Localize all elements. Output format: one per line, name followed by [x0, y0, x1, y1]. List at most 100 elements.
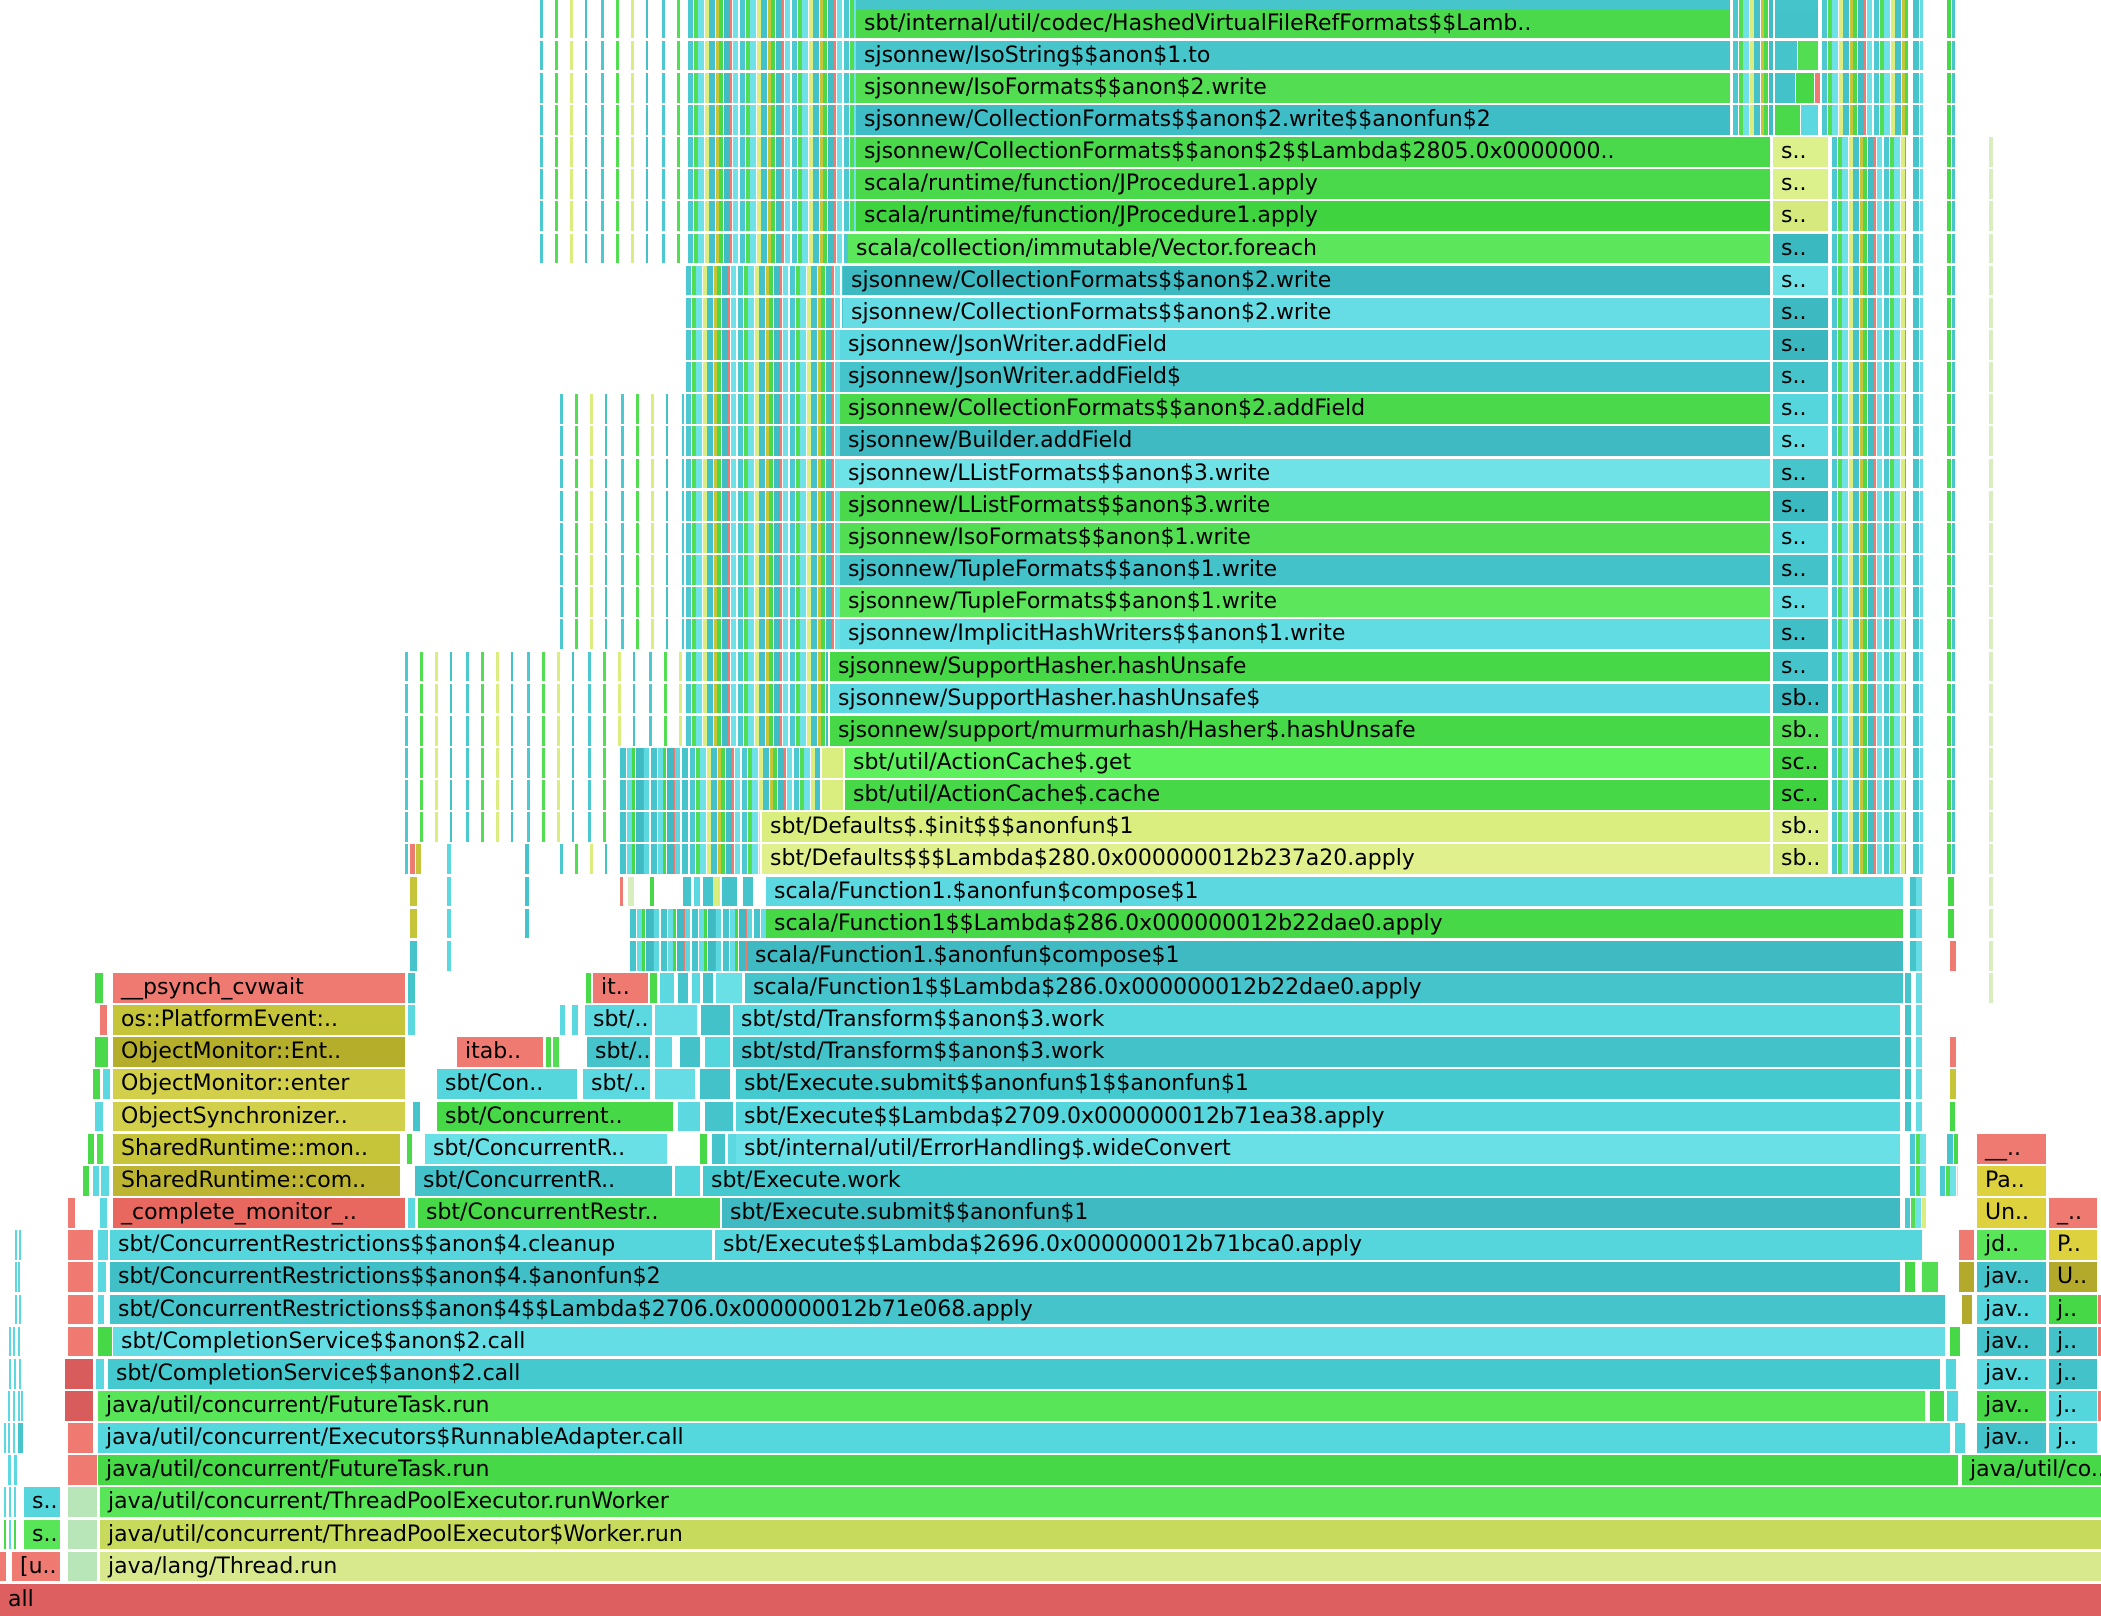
- frame[interactable]: s..: [1773, 265, 1828, 296]
- frame[interactable]: sjsonnew/CollectionFormats$$anon$2.write: [843, 265, 1770, 296]
- frame[interactable]: sjsonnew/IsoFormats$$anon$1.write: [840, 522, 1770, 553]
- frame[interactable]: sbt/Defaults$.$init$$$anonfun$1: [762, 812, 1770, 843]
- frame[interactable]: sb..: [1773, 715, 1828, 746]
- frame[interactable]: j..: [2049, 1390, 2097, 1421]
- frame[interactable]: sbt/Execute$$Lambda$2696.0x000000012b71b…: [715, 1230, 1922, 1260]
- frame[interactable]: s..: [1773, 362, 1828, 392]
- frame[interactable]: jav..: [1977, 1262, 2046, 1293]
- frame[interactable]: java/util/concurrent/FutureTask.run: [98, 1455, 1958, 1486]
- frame[interactable]: s..: [24, 1487, 60, 1518]
- frame[interactable]: j..: [2049, 1423, 2097, 1453]
- frame[interactable]: java/util/concurrent/ThreadPoolExecutor.…: [100, 1487, 2101, 1518]
- frame[interactable]: sc..: [1773, 780, 1828, 810]
- frame[interactable]: sjsonnew/TupleFormats$$anon$1.write: [840, 587, 1770, 617]
- frame[interactable]: s..: [1773, 651, 1828, 682]
- frame[interactable]: sbt/ConcurrentRestrictions$$anon$4.clean…: [110, 1230, 712, 1260]
- frame[interactable]: sb..: [1773, 812, 1828, 843]
- frame[interactable]: s..: [1773, 522, 1828, 553]
- frame[interactable]: sbt/internal/util/ErrorHandling$.wideCon…: [736, 1133, 1900, 1164]
- frame[interactable]: jav..: [1977, 1294, 2046, 1325]
- frame[interactable]: s..: [1773, 330, 1828, 360]
- frame[interactable]: s..: [24, 1519, 60, 1550]
- frame[interactable]: scala/collection/immutable/Vector.foreac…: [848, 233, 1770, 264]
- frame[interactable]: sbt/ConcurrentRestr..: [418, 1198, 720, 1228]
- frame[interactable]: all: [0, 1583, 2101, 1616]
- frame[interactable]: sbt/ConcurrentRestrictions$$anon$4.$anon…: [110, 1262, 1900, 1293]
- frame[interactable]: ObjectSynchronizer..: [113, 1101, 405, 1132]
- frame[interactable]: sjsonnew/Builder.addField: [840, 426, 1770, 457]
- frame[interactable]: sbt/util/ActionCache$.cache: [845, 780, 1770, 810]
- frame[interactable]: jd..: [1977, 1230, 2046, 1260]
- frame[interactable]: jav..: [1977, 1390, 2046, 1421]
- frame[interactable]: scala/runtime/function/JProcedure1.apply: [856, 201, 1770, 232]
- frame[interactable]: sbt/..: [585, 1005, 652, 1035]
- frame[interactable]: s..: [1773, 137, 1828, 167]
- frame[interactable]: s..: [1773, 458, 1828, 489]
- frame[interactable]: Un..: [1977, 1198, 2046, 1228]
- frame[interactable]: s..: [1773, 619, 1828, 650]
- frame[interactable]: sjsonnew/JsonWriter.addField$: [840, 362, 1770, 392]
- frame[interactable]: sbt/util/ActionCache$.get: [845, 747, 1770, 778]
- frame[interactable]: SharedRuntime::mon..: [113, 1133, 400, 1164]
- frame[interactable]: java/util/concurrent/FutureTask.run: [98, 1390, 1925, 1421]
- frame[interactable]: sjsonnew/LListFormats$$anon$3.write: [840, 458, 1770, 489]
- frame[interactable]: os::PlatformEvent:..: [113, 1005, 405, 1035]
- frame[interactable]: sbt/Concurrent..: [437, 1101, 673, 1132]
- frame[interactable]: java/util/concurrent/Executors$RunnableA…: [98, 1423, 1950, 1453]
- frame[interactable]: scala/Function1.$anonfun$compose$1: [766, 876, 1903, 907]
- frame[interactable]: s..: [1773, 297, 1828, 328]
- frame[interactable]: [u..: [12, 1551, 60, 1582]
- frame[interactable]: jav..: [1977, 1358, 2046, 1389]
- frame[interactable]: it..: [593, 973, 648, 1003]
- frame[interactable]: sjsonnew/CollectionFormats$$anon$2.write: [843, 297, 1770, 328]
- frame[interactable]: __psynch_cvwait: [113, 973, 405, 1003]
- frame[interactable]: s..: [1773, 490, 1828, 521]
- frame[interactable]: s..: [1773, 555, 1828, 585]
- frame[interactable]: s..: [1773, 426, 1828, 457]
- frame[interactable]: scala/Function1$$Lambda$286.0x000000012b…: [745, 973, 1903, 1003]
- frame[interactable]: java/util/co..: [1962, 1455, 2101, 1486]
- frame[interactable]: _complete_monitor_..: [113, 1198, 405, 1228]
- frame[interactable]: scala/runtime/function/JProcedure1.apply: [856, 169, 1770, 200]
- frame[interactable]: sjsonnew/IsoFormats$$anon$2.write: [856, 72, 1730, 103]
- frame[interactable]: _..: [2049, 1198, 2097, 1228]
- frame[interactable]: sjsonnew/support/murmurhash/Hasher$.hash…: [830, 715, 1770, 746]
- frame[interactable]: SharedRuntime::com..: [113, 1165, 400, 1196]
- frame[interactable]: itab..: [457, 1037, 543, 1068]
- frame[interactable]: java/lang/Thread.run: [100, 1551, 2101, 1582]
- frame[interactable]: ObjectMonitor::Ent..: [113, 1037, 405, 1068]
- frame[interactable]: sbt/internal/util/codec/HashedVirtualFil…: [856, 8, 1730, 39]
- frame[interactable]: sbt/Con..: [437, 1069, 577, 1100]
- frame[interactable]: sbt/CompletionService$$anon$2.call: [108, 1358, 1940, 1389]
- frame[interactable]: jav..: [1977, 1326, 2046, 1357]
- frame[interactable]: sjsonnew/JsonWriter.addField: [840, 330, 1770, 360]
- frame[interactable]: jav..: [1977, 1423, 2046, 1453]
- frame[interactable]: sjsonnew/CollectionFormats$$anon$2.write…: [856, 104, 1730, 135]
- frame[interactable]: j..: [2049, 1294, 2097, 1325]
- frame[interactable]: j..: [2049, 1358, 2097, 1389]
- frame[interactable]: sbt/Defaults$$$Lambda$280.0x000000012b23…: [762, 844, 1770, 875]
- frame[interactable]: scala/Function1$$Lambda$286.0x000000012b…: [766, 908, 1903, 939]
- frame[interactable]: sbt/..: [587, 1037, 650, 1068]
- frame[interactable]: sbt/std/Transform$$anon$3.work: [733, 1005, 1900, 1035]
- frame[interactable]: sjsonnew/IsoString$$anon$1.to: [856, 40, 1730, 71]
- frame[interactable]: s..: [1773, 169, 1828, 200]
- frame[interactable]: sb..: [1773, 683, 1828, 714]
- frame[interactable]: sjsonnew/SupportHasher.hashUnsafe$: [830, 683, 1770, 714]
- frame[interactable]: sbt/internal/util/codec/HashedVirtualFil…: [856, 0, 1730, 9]
- frame[interactable]: s..: [1773, 587, 1828, 617]
- frame[interactable]: sbt/Execute.submit$$anonfun$1$$anonfun$1: [736, 1069, 1900, 1100]
- frame[interactable]: __..: [1977, 1133, 2046, 1164]
- frame[interactable]: s..: [1773, 201, 1828, 232]
- frame[interactable]: sbt/Execute$$Lambda$2709.0x000000012b71e…: [736, 1101, 1900, 1132]
- frame[interactable]: sjsonnew/CollectionFormats$$anon$2.addFi…: [840, 394, 1770, 425]
- frame[interactable]: sc..: [1773, 747, 1828, 778]
- frame[interactable]: s..: [1773, 233, 1828, 264]
- frame[interactable]: sbt/ConcurrentR..: [425, 1133, 667, 1164]
- frame[interactable]: j..: [2049, 1326, 2097, 1357]
- frame[interactable]: scala/Function1.$anonfun$compose$1: [747, 940, 1903, 971]
- frame[interactable]: sbt/Execute.submit$$anonfun$1: [722, 1198, 1900, 1228]
- frame[interactable]: sbt/Execute.work: [703, 1165, 1900, 1196]
- frame[interactable]: ObjectMonitor::enter: [113, 1069, 405, 1100]
- frame[interactable]: java/util/concurrent/ThreadPoolExecutor$…: [100, 1519, 2101, 1550]
